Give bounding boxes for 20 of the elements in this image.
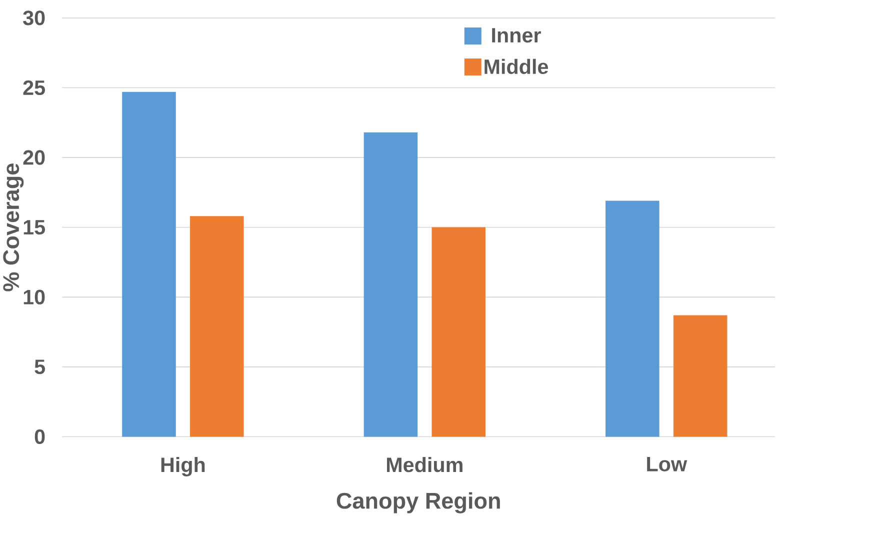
legend-label: Inner [492, 28, 541, 43]
y-tick-label: 10 [24, 290, 45, 305]
x-tick-label: Medium [386, 457, 462, 472]
bar [606, 200, 660, 437]
y-tick-label: 20 [23, 150, 45, 165]
x-axis-title: Canopy Region [336, 492, 500, 514]
bar [432, 227, 486, 437]
bar [122, 92, 176, 437]
y-tick-label: 15 [24, 220, 45, 235]
y-tick-label: 0 [34, 429, 45, 444]
x-tick-label: High [161, 457, 205, 476]
bar [190, 216, 244, 437]
bar [364, 132, 418, 437]
y-axis-title: % Coverage [3, 164, 24, 292]
legend-label: Middle [484, 58, 548, 74]
y-tick-label: 25 [23, 80, 45, 96]
bar [673, 315, 728, 437]
y-tick-label: 30 [23, 10, 45, 26]
y-tick-label: 5 [34, 360, 45, 374]
x-tick-label: Low [647, 457, 688, 472]
